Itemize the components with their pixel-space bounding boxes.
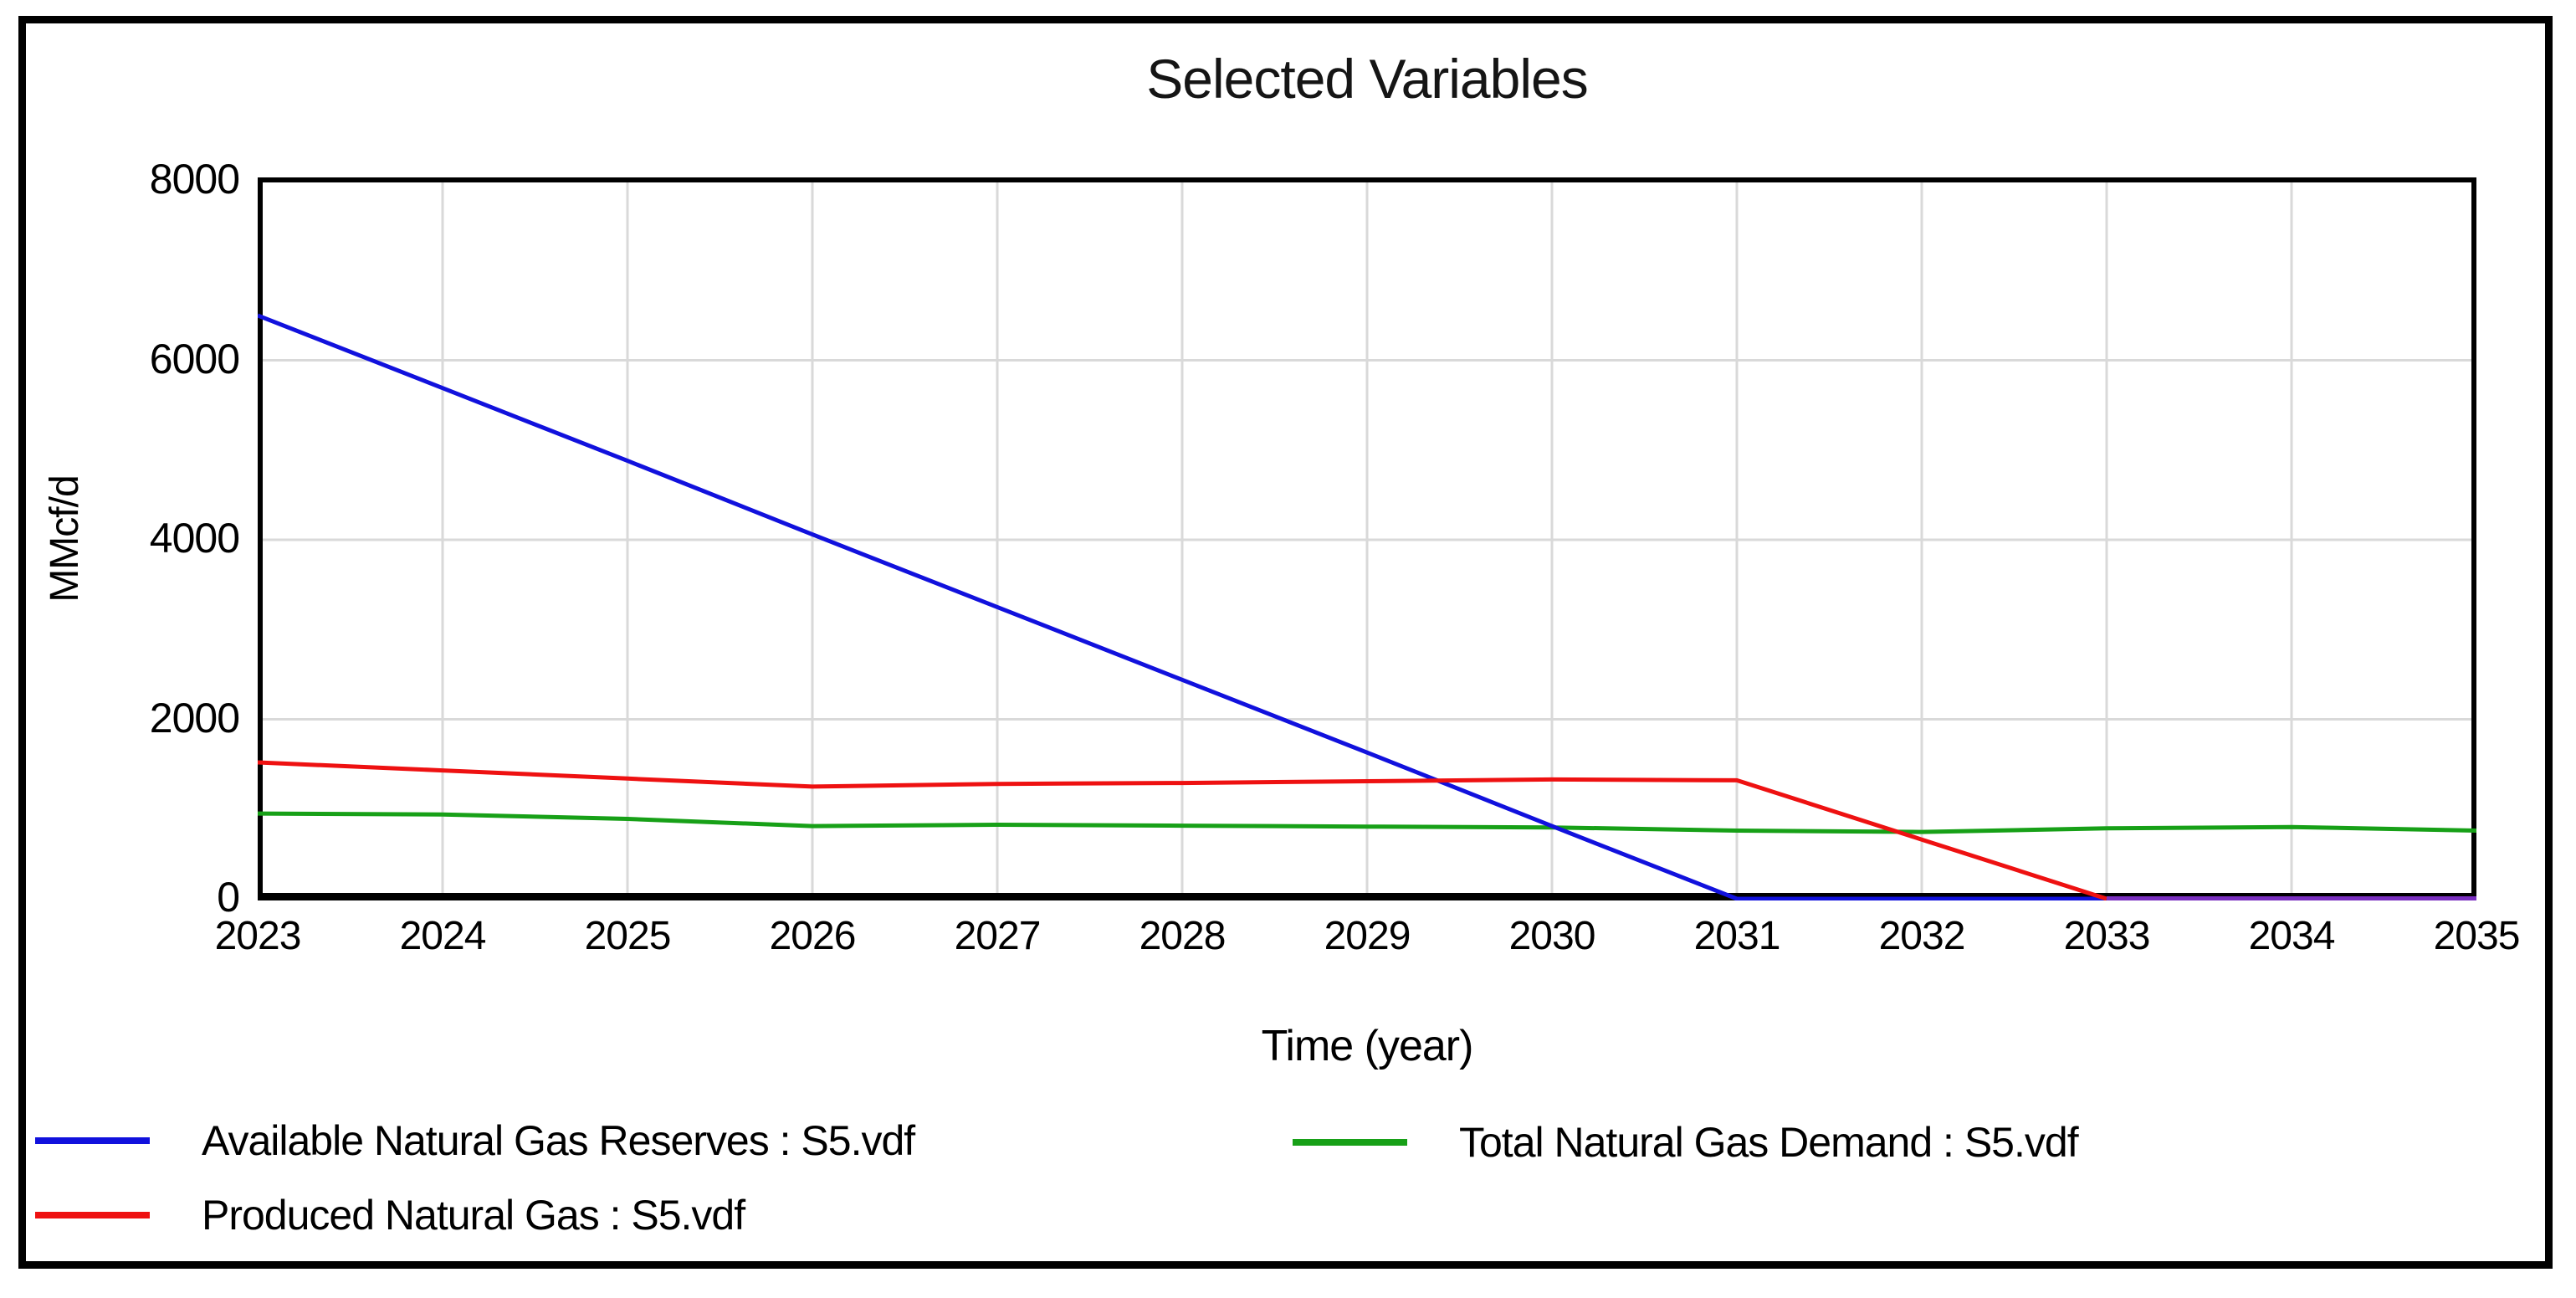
x-axis-title: Time (year) xyxy=(1261,1022,1474,1070)
legend-swatch-green xyxy=(1293,1139,1407,1146)
x-tick-label: 2032 xyxy=(1878,914,1966,958)
x-tick-label: 2030 xyxy=(1508,914,1596,958)
legend-label: Produced Natural Gas : S5.vdf xyxy=(202,1192,745,1239)
x-tick-label: 2026 xyxy=(769,914,857,958)
series-line-total-demand xyxy=(258,811,2476,834)
x-tick-label: 2034 xyxy=(2248,914,2336,958)
plot-area xyxy=(258,177,2476,900)
legend-item-produced-gas: Produced Natural Gas : S5.vdf xyxy=(35,1189,745,1241)
y-tick-label: 4000 xyxy=(149,515,240,562)
x-tick-label: 2024 xyxy=(399,914,487,958)
legend-label: Total Natural Gas Demand : S5.vdf xyxy=(1459,1119,2079,1166)
y-tick-label: 8000 xyxy=(149,156,240,203)
chart-title: Selected Variables xyxy=(1146,48,1588,110)
x-tick-label: 2033 xyxy=(2063,914,2151,958)
x-tick-label: 2028 xyxy=(1139,914,1227,958)
series-line-produced-gas xyxy=(258,760,2107,900)
legend-swatch-red xyxy=(35,1212,150,1218)
x-tick-label: 2029 xyxy=(1324,914,1411,958)
x-tick-label: 2035 xyxy=(2433,914,2521,958)
legend-swatch-blue xyxy=(35,1137,150,1144)
y-axis-title: MMcf/d xyxy=(43,475,87,603)
y-tick-label: 0 xyxy=(217,874,240,921)
legend-item-available-reserves: Available Natural Gas Reserves : S5.vdf xyxy=(35,1115,915,1167)
x-tick-label: 2027 xyxy=(954,914,1042,958)
x-tick-label: 2025 xyxy=(584,914,672,958)
y-tick-label: 2000 xyxy=(149,694,240,741)
x-tick-label: 2031 xyxy=(1693,914,1781,958)
legend-label: Available Natural Gas Reserves : S5.vdf xyxy=(202,1117,915,1164)
legend-item-total-demand: Total Natural Gas Demand : S5.vdf xyxy=(1293,1116,2079,1168)
x-tick-label: 2023 xyxy=(214,914,302,958)
chart-outer-frame xyxy=(18,16,2553,1269)
y-tick-label: 6000 xyxy=(149,335,240,382)
